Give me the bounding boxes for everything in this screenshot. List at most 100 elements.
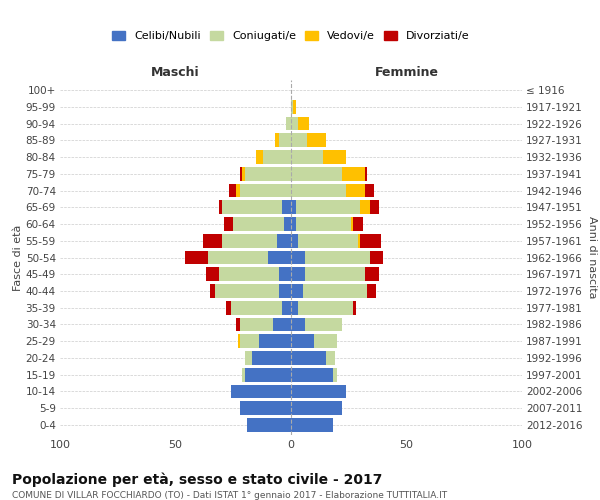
Bar xyxy=(224,217,233,231)
Bar xyxy=(291,200,296,214)
Bar xyxy=(291,418,332,432)
Bar xyxy=(280,268,291,281)
Bar xyxy=(222,234,277,247)
Bar xyxy=(220,268,280,281)
Bar xyxy=(302,284,367,298)
Bar xyxy=(370,250,383,264)
Bar xyxy=(240,184,291,198)
Bar xyxy=(206,268,220,281)
Bar xyxy=(203,234,222,247)
Bar xyxy=(360,234,381,247)
Bar xyxy=(240,318,272,332)
Bar xyxy=(291,234,298,247)
Bar xyxy=(291,351,326,365)
Bar xyxy=(236,184,240,198)
Bar xyxy=(229,184,236,198)
Bar xyxy=(282,200,291,214)
Bar xyxy=(231,384,291,398)
Bar xyxy=(291,184,346,198)
Bar xyxy=(332,368,337,382)
Bar xyxy=(242,368,245,382)
Bar xyxy=(245,368,291,382)
Bar xyxy=(233,217,284,231)
Bar xyxy=(208,250,268,264)
Bar xyxy=(291,217,296,231)
Bar xyxy=(252,351,291,365)
Bar xyxy=(240,167,242,180)
Bar xyxy=(245,167,291,180)
Bar xyxy=(275,134,280,147)
Bar xyxy=(365,268,379,281)
Bar xyxy=(365,167,367,180)
Bar xyxy=(291,100,293,114)
Bar xyxy=(291,334,314,348)
Bar xyxy=(314,334,337,348)
Bar xyxy=(342,167,365,180)
Bar xyxy=(231,301,282,314)
Text: Maschi: Maschi xyxy=(151,66,200,79)
Text: Popolazione per età, sesso e stato civile - 2017: Popolazione per età, sesso e stato civil… xyxy=(12,472,382,487)
Bar xyxy=(280,284,291,298)
Bar xyxy=(268,250,291,264)
Bar xyxy=(346,184,365,198)
Bar xyxy=(291,301,298,314)
Bar xyxy=(256,150,263,164)
Bar xyxy=(236,318,240,332)
Bar xyxy=(358,234,360,247)
Bar xyxy=(242,167,245,180)
Bar xyxy=(353,217,362,231)
Bar xyxy=(240,402,291,415)
Bar xyxy=(291,134,307,147)
Bar xyxy=(367,284,376,298)
Bar xyxy=(291,250,305,264)
Bar xyxy=(284,217,291,231)
Y-axis label: Fasce di età: Fasce di età xyxy=(13,224,23,290)
Bar xyxy=(286,116,291,130)
Y-axis label: Anni di nascita: Anni di nascita xyxy=(587,216,597,298)
Bar xyxy=(210,284,215,298)
Bar xyxy=(305,318,342,332)
Bar xyxy=(296,217,351,231)
Bar xyxy=(291,318,305,332)
Bar xyxy=(365,184,374,198)
Bar xyxy=(291,150,323,164)
Bar xyxy=(291,284,302,298)
Bar xyxy=(280,134,291,147)
Bar xyxy=(323,150,346,164)
Bar xyxy=(291,384,346,398)
Bar xyxy=(245,351,252,365)
Bar xyxy=(291,167,342,180)
Bar xyxy=(185,250,208,264)
Bar xyxy=(298,234,358,247)
Bar xyxy=(305,268,365,281)
Text: COMUNE DI VILLAR FOCCHIARDO (TO) - Dati ISTAT 1° gennaio 2017 - Elaborazione TUT: COMUNE DI VILLAR FOCCHIARDO (TO) - Dati … xyxy=(12,491,447,500)
Bar xyxy=(222,200,282,214)
Bar xyxy=(298,301,353,314)
Bar xyxy=(291,116,298,130)
Legend: Celibi/Nubili, Coniugati/e, Vedovi/e, Divorziati/e: Celibi/Nubili, Coniugati/e, Vedovi/e, Di… xyxy=(112,30,470,42)
Bar xyxy=(226,301,231,314)
Bar xyxy=(291,368,332,382)
Bar xyxy=(291,268,305,281)
Bar xyxy=(277,234,291,247)
Bar xyxy=(296,200,360,214)
Bar xyxy=(351,217,353,231)
Bar xyxy=(215,284,280,298)
Bar xyxy=(353,301,356,314)
Bar xyxy=(282,301,291,314)
Bar xyxy=(360,200,370,214)
Bar xyxy=(272,318,291,332)
Bar xyxy=(240,334,259,348)
Bar xyxy=(326,351,335,365)
Text: Femmine: Femmine xyxy=(374,66,439,79)
Bar xyxy=(238,334,240,348)
Bar xyxy=(220,200,222,214)
Bar xyxy=(263,150,291,164)
Bar xyxy=(259,334,291,348)
Bar xyxy=(370,200,379,214)
Bar xyxy=(298,116,310,130)
Bar xyxy=(293,100,296,114)
Bar xyxy=(305,250,370,264)
Bar xyxy=(307,134,326,147)
Bar xyxy=(291,402,342,415)
